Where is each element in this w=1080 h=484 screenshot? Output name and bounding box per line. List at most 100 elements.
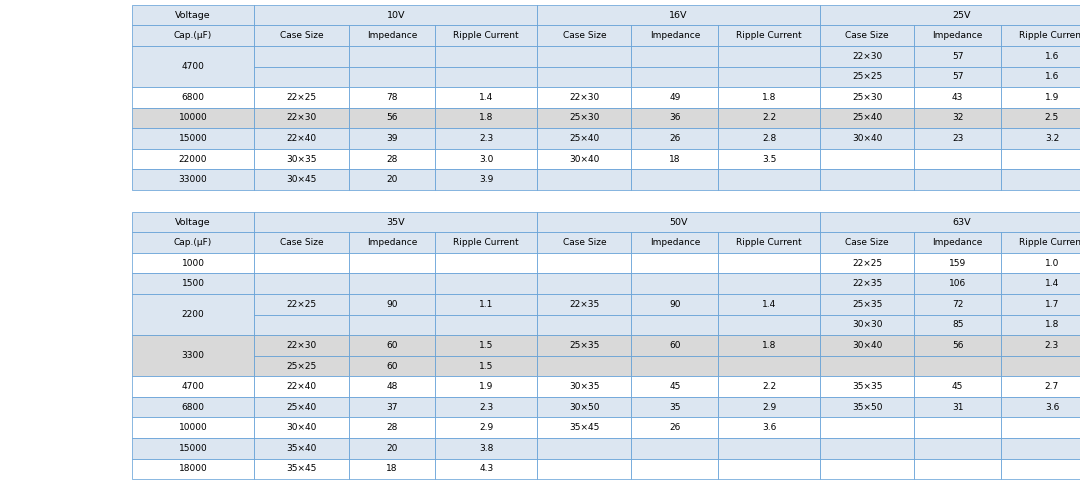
Text: 106: 106 — [949, 279, 967, 288]
Text: 90: 90 — [387, 300, 397, 309]
Bar — [132, 5, 254, 25]
Bar — [820, 253, 915, 273]
Bar — [632, 46, 718, 67]
Text: 25×30: 25×30 — [852, 93, 882, 102]
Text: 1.8: 1.8 — [761, 93, 777, 102]
Bar — [537, 46, 632, 67]
Text: 3.5: 3.5 — [761, 154, 777, 164]
Bar — [537, 128, 632, 149]
Text: 3.2: 3.2 — [1044, 134, 1059, 143]
Text: Ripple Current: Ripple Current — [454, 31, 519, 40]
Bar — [632, 107, 718, 128]
Bar — [632, 335, 718, 356]
Text: 1.5: 1.5 — [480, 341, 494, 350]
Text: 50V: 50V — [670, 217, 688, 227]
Bar — [820, 107, 915, 128]
Bar — [435, 149, 537, 169]
Bar — [132, 417, 254, 438]
Text: 3300: 3300 — [181, 351, 204, 360]
Bar — [632, 315, 718, 335]
Bar — [254, 149, 349, 169]
Bar — [254, 438, 349, 459]
Bar — [632, 232, 718, 253]
Bar — [349, 273, 435, 294]
Bar — [1001, 377, 1080, 397]
Text: 4700: 4700 — [181, 62, 204, 71]
Text: 1.8: 1.8 — [761, 341, 777, 350]
Bar — [537, 87, 632, 107]
Bar — [820, 149, 915, 169]
Bar — [915, 25, 1001, 46]
Bar — [435, 253, 537, 273]
Text: 30×40: 30×40 — [286, 423, 316, 432]
Text: 25V: 25V — [953, 11, 971, 20]
Text: Case Size: Case Size — [280, 31, 323, 40]
Bar — [915, 273, 1001, 294]
Bar — [349, 232, 435, 253]
Bar — [718, 66, 820, 87]
Text: 1.4: 1.4 — [762, 300, 777, 309]
Text: Ripple Current: Ripple Current — [737, 31, 802, 40]
Bar — [349, 315, 435, 335]
Text: Case Size: Case Size — [846, 31, 889, 40]
Text: 18: 18 — [387, 464, 397, 473]
Text: 72: 72 — [951, 300, 963, 309]
Bar — [915, 335, 1001, 356]
Bar — [254, 46, 349, 67]
Bar — [718, 87, 820, 107]
Bar — [132, 107, 254, 128]
Text: 35×35: 35×35 — [852, 382, 882, 391]
Text: 2.3: 2.3 — [1044, 341, 1059, 350]
Text: 57: 57 — [951, 52, 963, 61]
Bar — [915, 66, 1001, 87]
Bar — [632, 25, 718, 46]
Text: 3.6: 3.6 — [761, 423, 777, 432]
Bar — [915, 169, 1001, 190]
Bar — [435, 459, 537, 479]
Text: 22×35: 22×35 — [569, 300, 599, 309]
Bar — [1001, 459, 1080, 479]
Bar — [632, 169, 718, 190]
Bar — [1001, 417, 1080, 438]
Bar — [537, 335, 632, 356]
Text: 1.6: 1.6 — [1044, 72, 1059, 81]
Bar — [915, 438, 1001, 459]
Text: 90: 90 — [670, 300, 680, 309]
Text: 26: 26 — [670, 423, 680, 432]
Text: 10000: 10000 — [178, 423, 207, 432]
Bar — [254, 335, 349, 356]
Text: 1.1: 1.1 — [480, 300, 494, 309]
Bar — [820, 315, 915, 335]
Bar — [820, 438, 915, 459]
Text: Ripple Current: Ripple Current — [454, 238, 519, 247]
Bar — [1001, 315, 1080, 335]
Bar — [632, 128, 718, 149]
Text: 60: 60 — [387, 362, 397, 371]
Bar — [718, 273, 820, 294]
Text: 85: 85 — [951, 320, 963, 330]
Bar — [915, 253, 1001, 273]
Text: 20: 20 — [387, 175, 397, 184]
Text: 35V: 35V — [387, 217, 405, 227]
Bar — [915, 397, 1001, 417]
Bar — [820, 66, 915, 87]
Bar — [718, 417, 820, 438]
Text: 2.7: 2.7 — [1044, 382, 1059, 391]
Text: 30×40: 30×40 — [852, 341, 882, 350]
Bar — [349, 397, 435, 417]
Text: 48: 48 — [387, 382, 397, 391]
Text: 2.8: 2.8 — [762, 134, 777, 143]
Bar — [132, 253, 254, 273]
Bar — [915, 459, 1001, 479]
Text: 4.3: 4.3 — [480, 464, 494, 473]
Text: Impedance: Impedance — [650, 238, 700, 247]
Bar — [349, 335, 435, 356]
Bar — [349, 128, 435, 149]
Bar — [915, 377, 1001, 397]
Text: 1.4: 1.4 — [1044, 279, 1059, 288]
Bar — [820, 128, 915, 149]
Bar — [718, 377, 820, 397]
Bar — [254, 25, 349, 46]
Bar — [132, 169, 254, 190]
Text: 35×50: 35×50 — [852, 403, 882, 412]
